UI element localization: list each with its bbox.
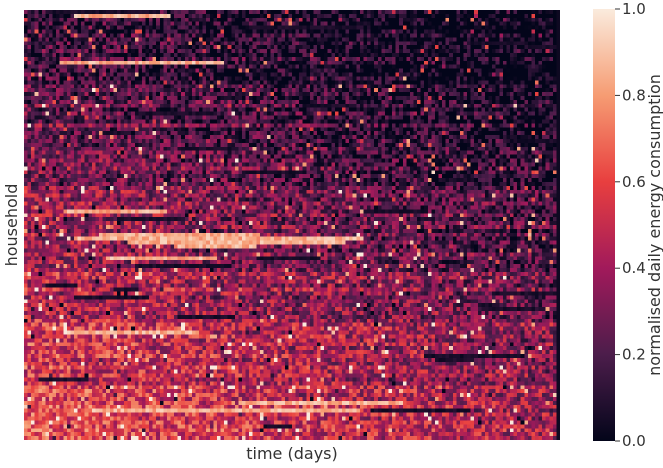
colorbar-tick-label: 0.2 — [622, 346, 646, 364]
colorbar-label: normalised daily energy consumption — [645, 74, 663, 376]
colorbar-gradient — [593, 9, 615, 441]
colorbar-tick-label: 0.0 — [622, 432, 646, 450]
colorbar-tick-label: 1.0 — [622, 0, 646, 18]
colorbar-tick-label: 0.8 — [622, 86, 646, 104]
heatmap-cells — [24, 10, 560, 440]
heatmap-plot-area — [24, 10, 560, 440]
colorbar: 0.0 0.2 0.4 0.6 0.8 1.0 normalised daily ener… — [593, 0, 663, 450]
colorbar-tick-label: 0.4 — [622, 259, 646, 277]
colorbar-tick-label: 0.6 — [622, 173, 646, 191]
y-axis-label: household — [2, 184, 21, 267]
x-axis-label: time (days) — [246, 444, 337, 463]
colorbar-ticks: 0.0 0.2 0.4 0.6 0.8 1.0 — [615, 0, 646, 450]
